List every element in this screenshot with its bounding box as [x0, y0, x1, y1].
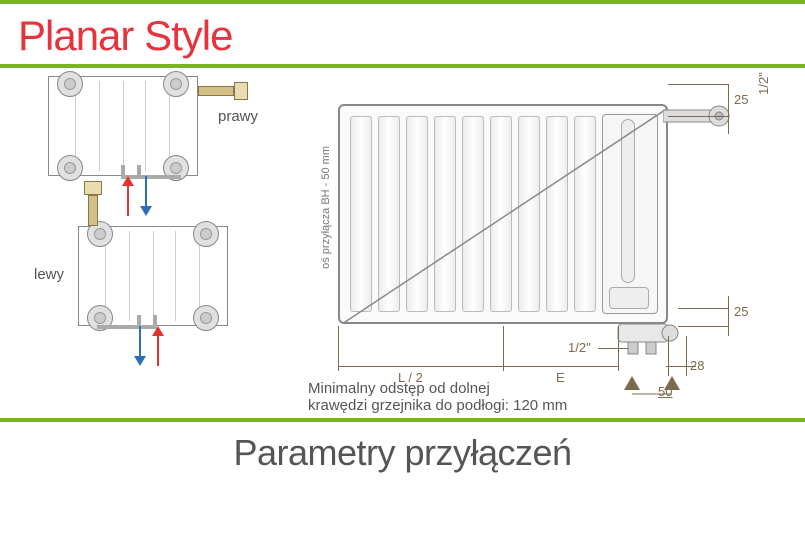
port-icon: [193, 305, 219, 331]
top-connector-icon: [663, 102, 733, 132]
flow-in-arrow-icon: [152, 326, 164, 366]
dim-50: 50: [658, 384, 672, 399]
valve-icon: [198, 82, 248, 100]
bottom-title: Parametry przyłączeń: [0, 422, 805, 480]
port-icon: [57, 155, 83, 181]
dim-25-bottom: 25: [734, 304, 748, 319]
content-row: prawy: [0, 68, 805, 418]
dim-28: 28: [690, 358, 704, 373]
note-line2: krawędzi grzejnika do podłogi: 120 mm: [308, 397, 567, 414]
label-right: prawy: [218, 108, 258, 125]
flow-in-arrow-icon: [122, 176, 134, 216]
dim-half-inch-top: 1/2": [756, 72, 771, 95]
dim-L2: L / 2: [398, 370, 423, 385]
valve-icon: [84, 181, 102, 226]
page-title: Planar Style: [0, 4, 805, 64]
note-text: Minimalny odstęp od dolnej krawędzi grze…: [308, 380, 668, 414]
label-left: lewy: [34, 266, 64, 283]
mini-diagram-left: lewy: [78, 226, 308, 326]
flow-out-arrow-icon: [140, 176, 152, 216]
mini-box-right: [48, 76, 198, 176]
bottom-connector-icon: [608, 320, 688, 360]
dim-half-inch-bottom: 1/2": [568, 340, 591, 355]
mini-diagram-right: prawy: [48, 76, 308, 176]
technical-drawing: oś przyłącza BH - 50 mm 25 1/2" 25 L / 2…: [308, 76, 748, 376]
vertical-axis-label: oś przyłącza BH - 50 mm: [320, 146, 332, 269]
dim-E: E: [556, 370, 565, 385]
radiator-body: [338, 104, 668, 324]
port-icon: [193, 221, 219, 247]
mini-box-left: [78, 226, 228, 326]
flow-out-arrow-icon: [134, 326, 146, 366]
diagonal-line-icon: [340, 106, 666, 322]
dim-25-top: 25: [734, 92, 748, 107]
port-icon: [57, 71, 83, 97]
port-icon: [163, 71, 189, 97]
left-diagrams: prawy: [18, 76, 308, 414]
right-diagram: oś przyłącza BH - 50 mm 25 1/2" 25 L / 2…: [308, 76, 805, 414]
